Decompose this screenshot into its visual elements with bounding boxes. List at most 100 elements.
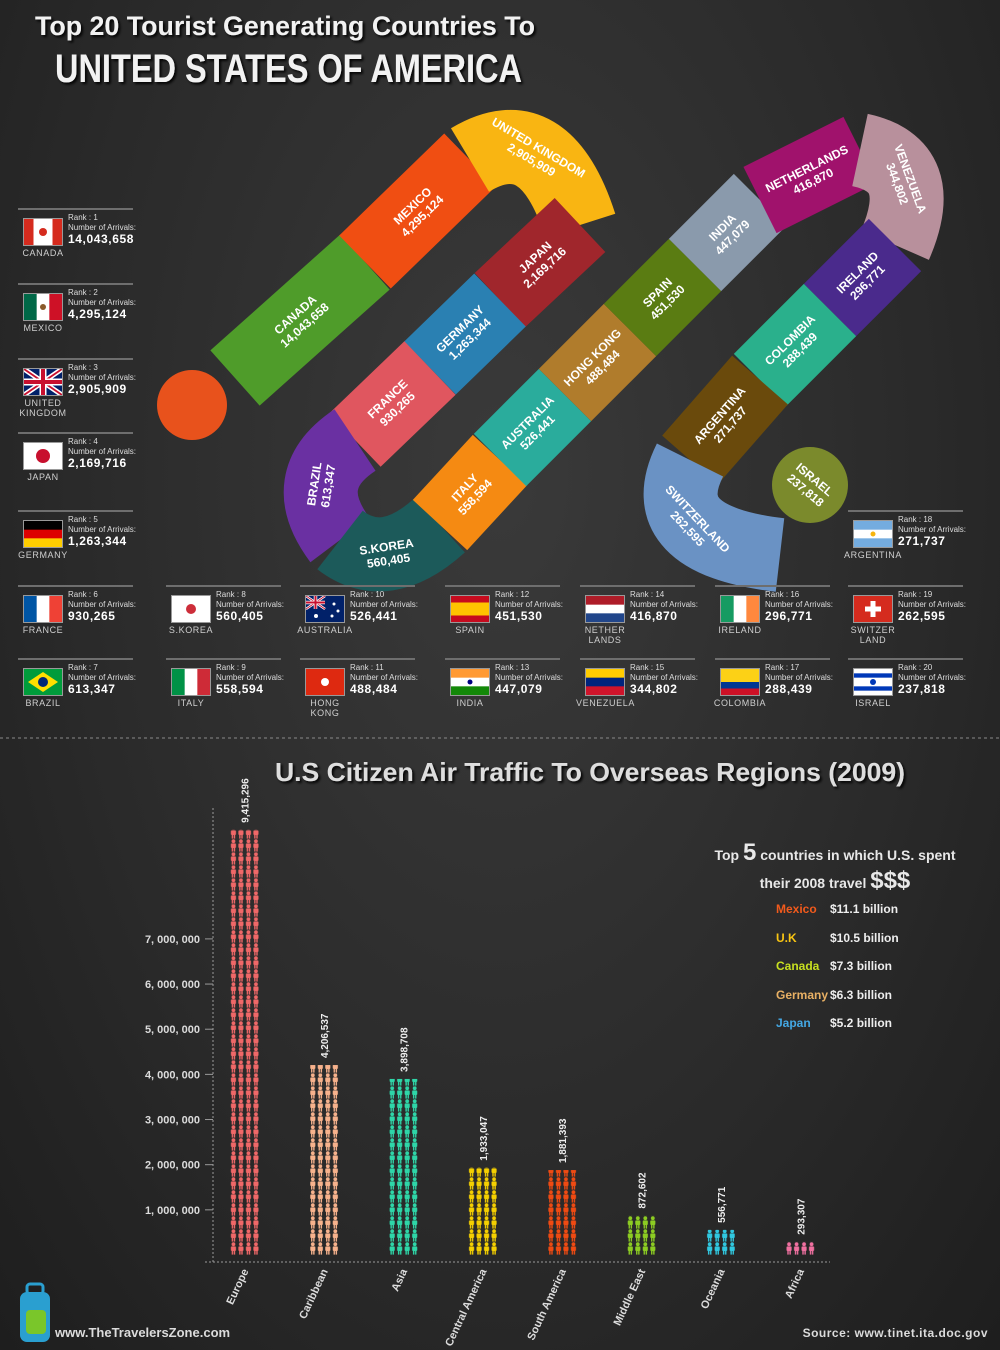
card-rank: Rank : 7 xyxy=(68,663,98,672)
bar xyxy=(705,1229,736,1255)
end-circle xyxy=(772,447,848,523)
flag-stripe xyxy=(49,596,62,622)
card-rank: Rank : 5 xyxy=(68,515,98,524)
flag-stripe xyxy=(746,596,759,622)
card-arrivals: 526,441 xyxy=(350,609,398,623)
y-tick-label: 4, 000, 000 xyxy=(145,1069,200,1081)
flag-star xyxy=(332,602,336,606)
country-card: INDIA Rank : 13 Number of Arrivals: 447,079 xyxy=(445,658,563,722)
card-arrivals-label: Number of Arrivals: xyxy=(630,600,699,609)
bar xyxy=(785,1241,816,1255)
flag-stripe xyxy=(24,521,62,530)
flag-stripe xyxy=(36,596,50,622)
country-card: AUSTRALIA Rank : 10 Number of Arrivals: 526… xyxy=(297,585,419,649)
flag xyxy=(23,668,63,696)
flag xyxy=(853,520,893,548)
country-card: COLOMBIA Rank : 17 Number of Arrivals: 288,… xyxy=(714,658,834,722)
card-arrivals: 613,347 xyxy=(68,682,116,696)
website: www.TheTravelersZone.com xyxy=(54,1325,230,1340)
card-arrivals-label: Number of Arrivals: xyxy=(350,600,419,609)
flag-stripe xyxy=(586,604,624,614)
board-segment xyxy=(743,116,877,234)
heading-dollars: $$$ xyxy=(870,867,911,894)
flag-stripe xyxy=(24,219,34,245)
flag-stripe xyxy=(451,669,489,678)
flag xyxy=(853,595,893,623)
card-arrivals-label: Number of Arrivals: xyxy=(216,673,285,682)
value-label: 1,881,393 xyxy=(558,1118,569,1163)
suitcase-icon xyxy=(20,1282,50,1342)
card-arrivals: 237,818 xyxy=(898,682,946,696)
card-country: NETHER LANDS xyxy=(584,625,626,645)
card-arrivals-label: Number of Arrivals: xyxy=(68,223,137,232)
card-arrivals: 930,265 xyxy=(68,609,116,623)
board-segment xyxy=(450,110,616,237)
card-arrivals-label: Number of Arrivals: xyxy=(765,673,834,682)
flag-stripe xyxy=(451,609,489,616)
bar xyxy=(547,1170,578,1255)
card-arrivals-label: Number of Arrivals: xyxy=(898,673,967,682)
segment-arrivals: 613,347 xyxy=(318,463,338,508)
country-card: SWITZER LAND Rank : 19 Number of Arrivals:… xyxy=(848,585,966,649)
spending-heading: Top 5 countries in which U.S. spent their… xyxy=(690,840,980,896)
country-card: SPAIN Rank : 12 Number of Arrivals: 451,530 xyxy=(445,585,563,649)
segment-country: BRAZIL xyxy=(304,461,324,507)
flag-stripe xyxy=(172,669,185,695)
country-card: MEXICO Rank : 2 Number of Arrivals: 4,295,1… xyxy=(18,283,136,347)
card-country: CANADA xyxy=(22,248,64,258)
flag-stripe xyxy=(24,529,62,539)
flag xyxy=(23,293,63,321)
segment-arrivals: 560,405 xyxy=(366,550,411,570)
flag xyxy=(720,668,760,696)
spend-amount: $7.3 billion xyxy=(830,959,893,973)
flag-stripe xyxy=(24,294,37,320)
value-label: 556,771 xyxy=(717,1186,728,1223)
card-country: S.KOREA xyxy=(168,625,214,635)
flag-union xyxy=(306,596,326,611)
flag-stripe xyxy=(854,538,892,547)
spend-country: U.K xyxy=(776,930,797,945)
card-rank: Rank : 10 xyxy=(350,590,385,599)
bar xyxy=(309,1065,340,1255)
card-arrivals: 1,263,344 xyxy=(68,534,127,548)
value-label: 4,206,537 xyxy=(320,1013,331,1058)
card-arrivals-label: Number of Arrivals: xyxy=(765,600,834,609)
card-country: ISRAEL xyxy=(855,698,891,708)
card-arrivals: 2,905,909 xyxy=(68,382,127,396)
flag-union xyxy=(24,369,62,395)
card-rank: Rank : 13 xyxy=(495,663,530,672)
flag-stripe xyxy=(721,675,759,683)
flag xyxy=(23,520,63,548)
spend-country: Germany xyxy=(776,987,829,1002)
board-segment xyxy=(339,133,496,289)
flag-stripe xyxy=(52,219,62,245)
card-country: UNITED KINGDOM xyxy=(19,398,67,418)
title-line-2: UNITED STATES OF AMERICA xyxy=(55,47,522,91)
flag-stripe xyxy=(854,686,892,691)
card-arrivals-label: Number of Arrivals: xyxy=(630,673,699,682)
card-arrivals: 416,870 xyxy=(630,609,678,623)
flag-emblem xyxy=(186,604,196,614)
flag-stripe xyxy=(451,686,489,695)
card-arrivals: 4,295,124 xyxy=(68,307,127,321)
flag-cross xyxy=(24,369,62,395)
flag-star xyxy=(330,614,334,618)
heading-number: 5 xyxy=(743,839,757,866)
x-tick-label: Oceania xyxy=(699,1266,728,1311)
x-tick-label: Central America xyxy=(443,1266,490,1348)
heading-text: their 2008 travel xyxy=(759,875,867,891)
country-card: GERMANY Rank : 5 Number of Arrivals: 1,263,… xyxy=(18,510,136,574)
y-tick-label: 6, 000, 000 xyxy=(145,979,200,991)
card-rank: Rank : 9 xyxy=(216,663,246,672)
board-segment xyxy=(412,434,528,551)
flag-emblem xyxy=(38,677,48,687)
flag xyxy=(23,368,63,396)
bar xyxy=(388,1078,419,1255)
flag-emblem xyxy=(321,678,329,686)
card-arrivals-label: Number of Arrivals: xyxy=(68,673,137,682)
board-segment xyxy=(329,341,456,467)
card-arrivals: 14,043,658 xyxy=(68,232,135,246)
country-card: JAPAN Rank : 4 Number of Arrivals: 2,169,71… xyxy=(18,432,136,496)
card-country: ITALY xyxy=(177,698,205,708)
flag-stripe xyxy=(721,688,759,695)
